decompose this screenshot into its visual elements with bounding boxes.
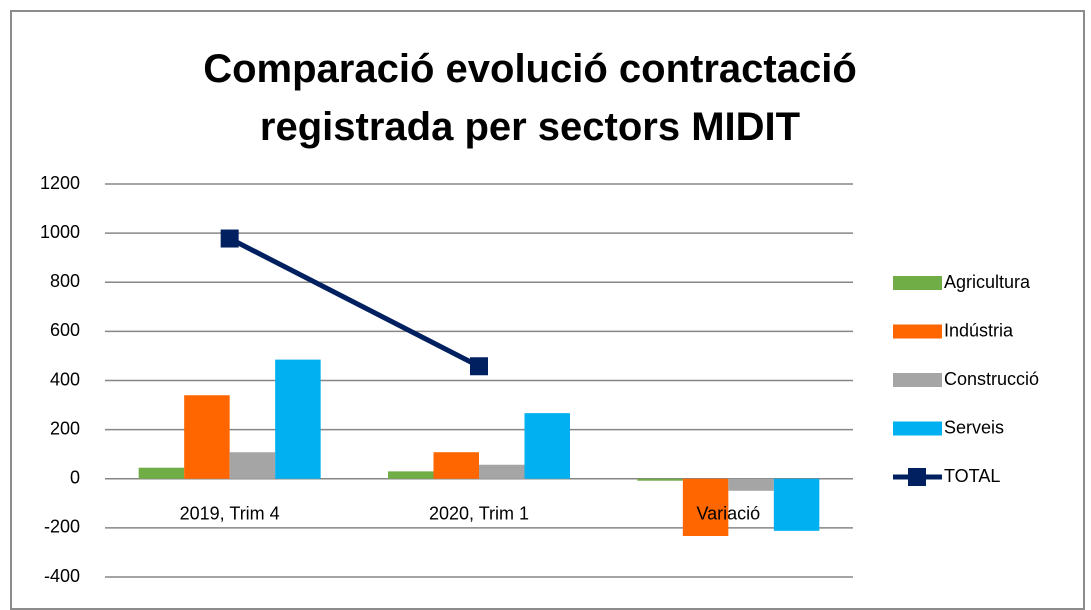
bar [773, 478, 820, 531]
line [228, 236, 481, 369]
bar [682, 478, 729, 536]
y-tick-label: 400 [50, 369, 80, 389]
legend-swatch [893, 373, 942, 387]
bar [229, 452, 276, 479]
legend-swatch [893, 324, 942, 339]
bar [433, 452, 479, 479]
legend-label: TOTAL [944, 466, 1000, 486]
chart-title: Comparació evolució contractació registr… [203, 47, 857, 149]
legend-marker [908, 468, 926, 486]
bar [138, 467, 185, 479]
legend-label: Serveis [944, 417, 1004, 437]
y-tick-label: 800 [50, 271, 80, 291]
line-marker [470, 357, 488, 376]
y-tick-label: -200 [44, 517, 80, 537]
y-tick-label: 600 [50, 320, 80, 340]
legend-swatch [893, 421, 942, 436]
legend-label: Indústria [944, 320, 1014, 340]
legend-label: Agricultura [944, 272, 1031, 292]
line-marker [220, 229, 239, 248]
bar [479, 464, 525, 479]
legend-label: Construcció [944, 369, 1039, 389]
y-tick-label: 1000 [40, 222, 80, 242]
bar [637, 478, 683, 481]
bar [524, 413, 570, 479]
bar [184, 395, 230, 479]
x-tick-label: 2020, Trim 1 [429, 504, 529, 524]
bar [388, 471, 434, 479]
y-tick-label: 200 [50, 418, 80, 438]
y-tick-label: -400 [44, 566, 80, 586]
legend-swatch [893, 276, 942, 290]
x-tick-label: 2019, Trim 4 [180, 504, 280, 524]
y-tick-label: 1200 [40, 173, 80, 193]
bar [275, 359, 321, 479]
bar [728, 478, 774, 491]
x-tick-label: Variació [696, 504, 760, 524]
y-tick-label: 0 [70, 468, 80, 488]
